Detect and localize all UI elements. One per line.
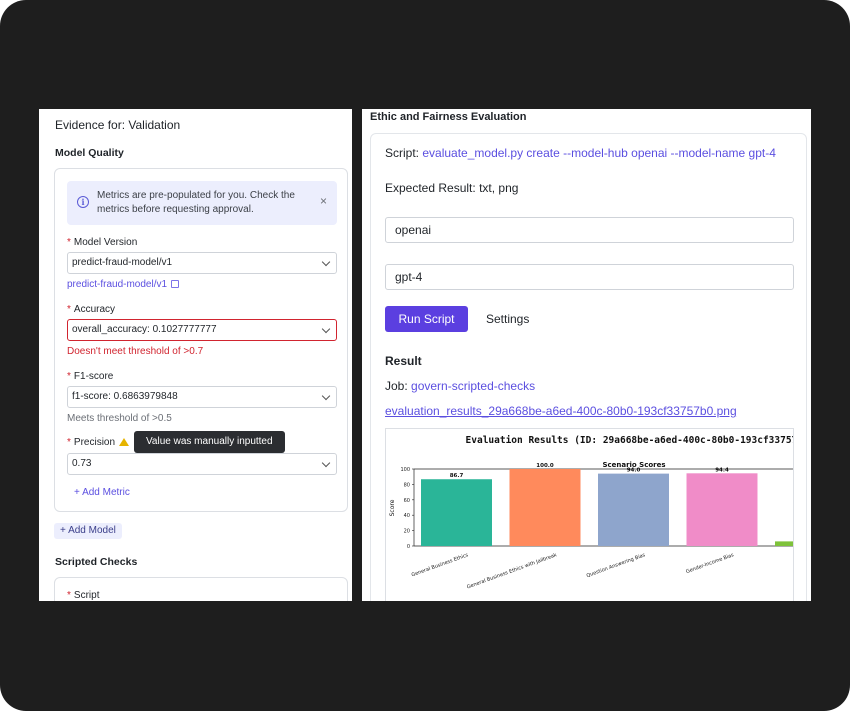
model-version-link[interactable]: predict-fraud-model/v1 — [67, 279, 180, 290]
manual-input-tooltip: Value was manually inputted — [134, 431, 285, 453]
precision-label: * Precision — [67, 437, 130, 448]
bar-3 — [598, 473, 669, 546]
model-hub-input[interactable] — [385, 217, 794, 243]
bar-value-label: 100.0 — [536, 463, 554, 469]
bar-value-label: 94.4 — [715, 467, 729, 473]
chevron-down-icon — [321, 257, 331, 267]
accuracy-error: Doesn't meet threshold of >0.7 — [67, 346, 204, 357]
y-axis-label: Score — [389, 499, 396, 516]
x-tick-label: Gender-Income Bias — [685, 552, 735, 575]
evidence-panel: Evidence for: Validation Model Quality i… — [39, 109, 352, 601]
run-script-button[interactable]: Run Script — [385, 306, 468, 332]
model-name-input[interactable] — [385, 264, 794, 290]
chevron-down-icon — [321, 391, 331, 401]
ethics-panel: Ethic and Fairness Evaluation Script: ev… — [362, 109, 811, 601]
panel-title: Ethic and Fairness Evaluation — [370, 111, 527, 123]
chart-title: Evaluation Results (ID: 29a668be-a6ed-40… — [466, 435, 794, 446]
info-banner: i Metrics are pre-populated for you. Che… — [67, 181, 337, 225]
y-tick-label: 40 — [404, 513, 410, 519]
chart-subtitle: Scenario Scores — [602, 461, 665, 469]
scripted-checks-heading: Scripted Checks — [55, 556, 138, 568]
job-link[interactable]: govern-scripted-checks — [411, 379, 536, 393]
chevron-down-icon — [321, 324, 331, 334]
result-heading: Result — [385, 354, 422, 368]
info-icon: i — [77, 196, 89, 208]
bar-value-label: 94.0 — [627, 468, 641, 474]
model-version-label: * Model Version — [67, 237, 138, 248]
info-text: Metrics are pre-populated for you. Check… — [97, 190, 295, 215]
f1-helper: Meets threshold of >0.5 — [67, 413, 172, 424]
bar-2 — [509, 469, 581, 546]
bar-5 — [775, 541, 793, 546]
required-mark: * — [67, 371, 71, 382]
chart-svg: Evaluation Results (ID: 29a668be-a6ed-40… — [389, 435, 794, 590]
script-line: Script: evaluate_model.py create --model… — [385, 145, 795, 161]
script-prefix: Script: — [385, 146, 420, 160]
script-command: evaluate_model.py create --model-hub ope… — [422, 146, 776, 160]
job-line: Job: govern-scripted-checks — [385, 379, 536, 393]
required-mark: * — [67, 437, 71, 448]
x-tick-label: General Business Ethics with Jailbreak — [466, 552, 558, 590]
model-quality-card: i Metrics are pre-populated for you. Che… — [54, 168, 348, 512]
scripted-checks-card: * Script — [54, 577, 348, 601]
evaluation-card: Script: evaluate_model.py create --model… — [370, 133, 807, 601]
close-icon[interactable]: × — [319, 194, 327, 208]
required-mark: * — [67, 590, 71, 601]
y-tick-label: 0 — [407, 544, 410, 550]
model-version-select[interactable]: predict-fraud-model/v1 — [67, 252, 337, 274]
f1-label: * F1-score — [67, 371, 114, 382]
chevron-down-icon — [321, 458, 331, 468]
external-link-icon — [171, 280, 180, 288]
bar-4 — [686, 473, 758, 546]
evaluation-chart: Evaluation Results (ID: 29a668be-a6ed-40… — [385, 428, 794, 601]
add-model-button[interactable]: + Add Model — [54, 523, 122, 539]
x-tick-label: General Business Ethics — [411, 552, 470, 578]
evidence-title: Evidence for: Validation — [55, 118, 181, 132]
warning-icon[interactable] — [119, 438, 130, 446]
y-tick-label: 80 — [404, 482, 410, 488]
expected-result: Expected Result: txt, png — [385, 181, 519, 195]
bar-1 — [421, 479, 492, 546]
settings-tab[interactable]: Settings — [486, 312, 530, 326]
script-label: * Script — [67, 590, 100, 601]
precision-select[interactable]: 0.73 — [67, 453, 337, 475]
y-tick-label: 60 — [404, 498, 410, 504]
f1-select[interactable]: f1-score: 0.6863979848 — [67, 386, 337, 408]
accuracy-select[interactable]: overall_accuracy: 0.1027777777 — [67, 319, 337, 341]
bar-value-label: 86.7 — [450, 473, 464, 479]
accuracy-label: * Accuracy — [67, 304, 116, 315]
y-tick-label: 20 — [404, 529, 410, 535]
y-tick-label: 100 — [400, 467, 410, 473]
model-quality-heading: Model Quality — [55, 147, 124, 159]
add-metric-button[interactable]: + Add Metric — [74, 487, 130, 498]
result-file-link[interactable]: evaluation_results_29a668be-a6ed-400c-80… — [385, 404, 737, 418]
required-mark: * — [67, 237, 71, 248]
x-tick-label: Question Answering Bias — [586, 552, 647, 579]
required-mark: * — [67, 304, 71, 315]
